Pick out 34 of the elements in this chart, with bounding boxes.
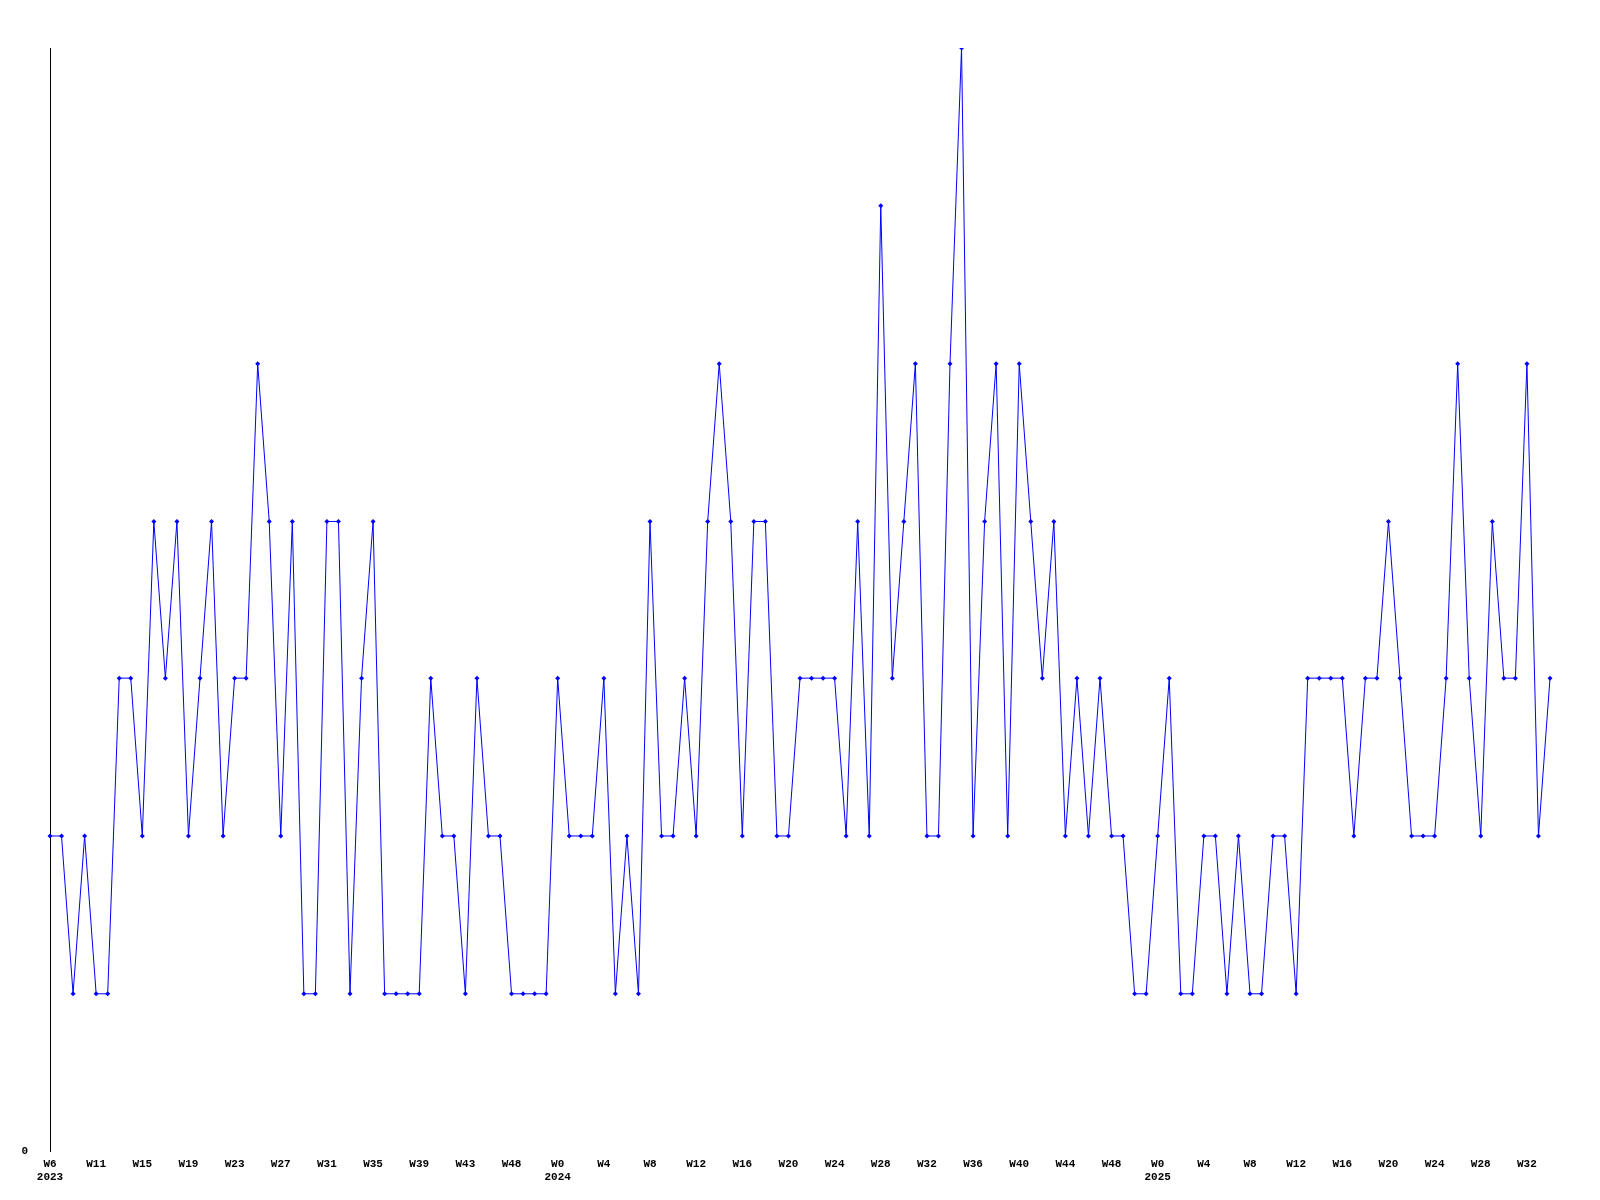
x-tick-label: W0 2025 [1144,1157,1172,1184]
x-tick-label: W24 [1424,1157,1445,1170]
x-tick-label: W44 [1055,1157,1076,1170]
x-tick-label: W11 [86,1157,107,1170]
x-tick-label: W35 [363,1157,384,1170]
x-tick-label: W32 [1517,1157,1537,1170]
x-tick-label: W31 [317,1157,338,1170]
x-tick-label: W48 [1101,1157,1122,1170]
x-tick-label: W6 2023 [36,1157,64,1184]
x-tick-label: W16 [1332,1157,1353,1170]
x-tick-label: W28 [870,1157,892,1170]
x-tick-label: W40 [1009,1157,1030,1170]
x-tick-label: W12 [1286,1157,1307,1170]
x-tick-label: W23 [224,1157,245,1170]
text: 0 [21,1145,28,1158]
x-tick-label: W20 [778,1157,799,1170]
x-tick-label: W39 [409,1157,430,1170]
x-tick-label: W16 [732,1157,753,1170]
x-tick-label: W4 [597,1157,611,1170]
x-tick-label: W27 [270,1157,291,1170]
x-tick-label: W43 [455,1157,476,1170]
x-tick-label: W36 [963,1157,983,1170]
x-tick-label: W28 [1470,1157,1492,1170]
x-tick-label: W4 [1197,1157,1211,1170]
x-tick-label: W15 [132,1157,153,1170]
x-tick-label: W12 [686,1157,707,1170]
x-tick-label: W48 [501,1157,522,1170]
x-tick-label: W0 2024 [544,1157,572,1184]
x-tick-label: W24 [824,1157,845,1170]
x-tick-label: W19 [178,1157,199,1170]
x-tick-label: W8 [1243,1157,1257,1170]
x-tick-label: W8 [643,1157,657,1170]
x-tick-label: W32 [917,1157,937,1170]
x-tick-label: W20 [1378,1157,1399,1170]
